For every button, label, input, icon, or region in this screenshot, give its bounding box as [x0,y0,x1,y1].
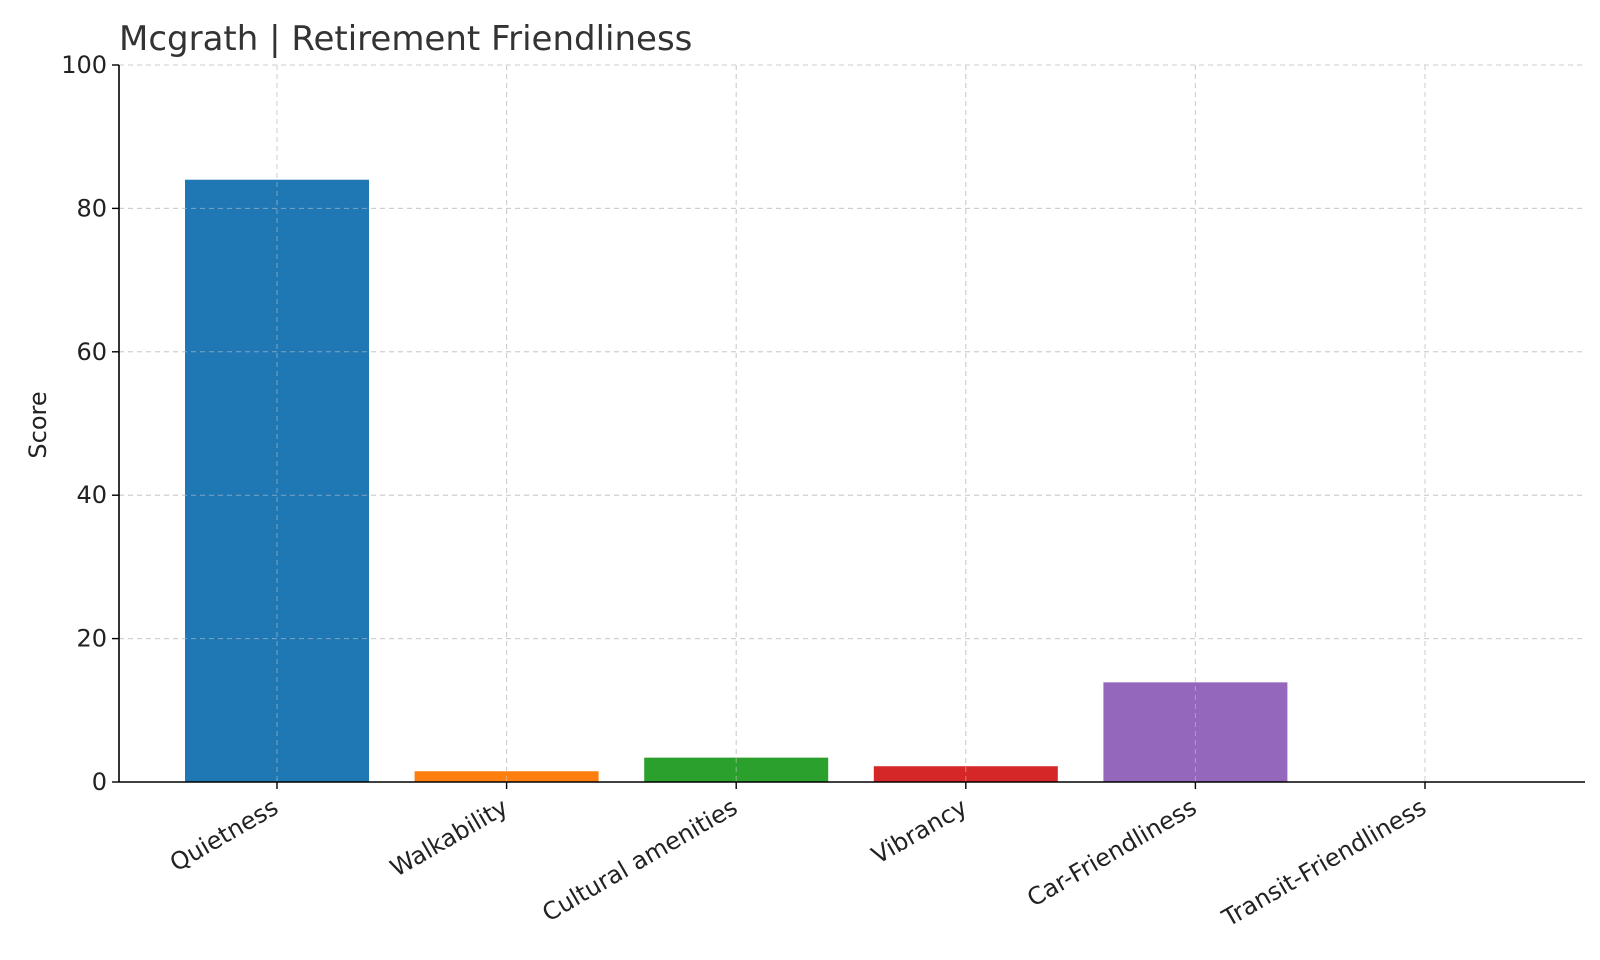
y-ticks: 0 20 40 60 80 100 [61,51,119,796]
y-tick-label: 40 [76,481,107,509]
y-tick-label: 80 [76,194,107,222]
x-tick-label: Car-Friendliness [1022,793,1201,913]
x-tick-label: Transit-Friendliness [1217,793,1431,933]
x-tick-label: Walkability [385,793,512,883]
bars-layer [119,64,1585,783]
x-tick-label: Quietness [165,793,283,877]
x-tick-label: Vibrancy [867,793,972,870]
y-tick-label: 20 [76,625,107,653]
chart-title: Mcgrath | Retirement Friendliness [119,19,692,59]
x-tick-label: Cultural amenities [537,793,742,927]
y-axis-label: Score [24,391,52,458]
y-tick-label: 100 [61,51,107,79]
x-ticks: Quietness Walkability Cultural amenities Vi… [165,782,1431,933]
axes-layer [118,65,1585,783]
y-tick-label: 60 [76,338,107,366]
y-tick-label: 0 [92,768,107,796]
bar-vibrancy [873,766,1058,782]
